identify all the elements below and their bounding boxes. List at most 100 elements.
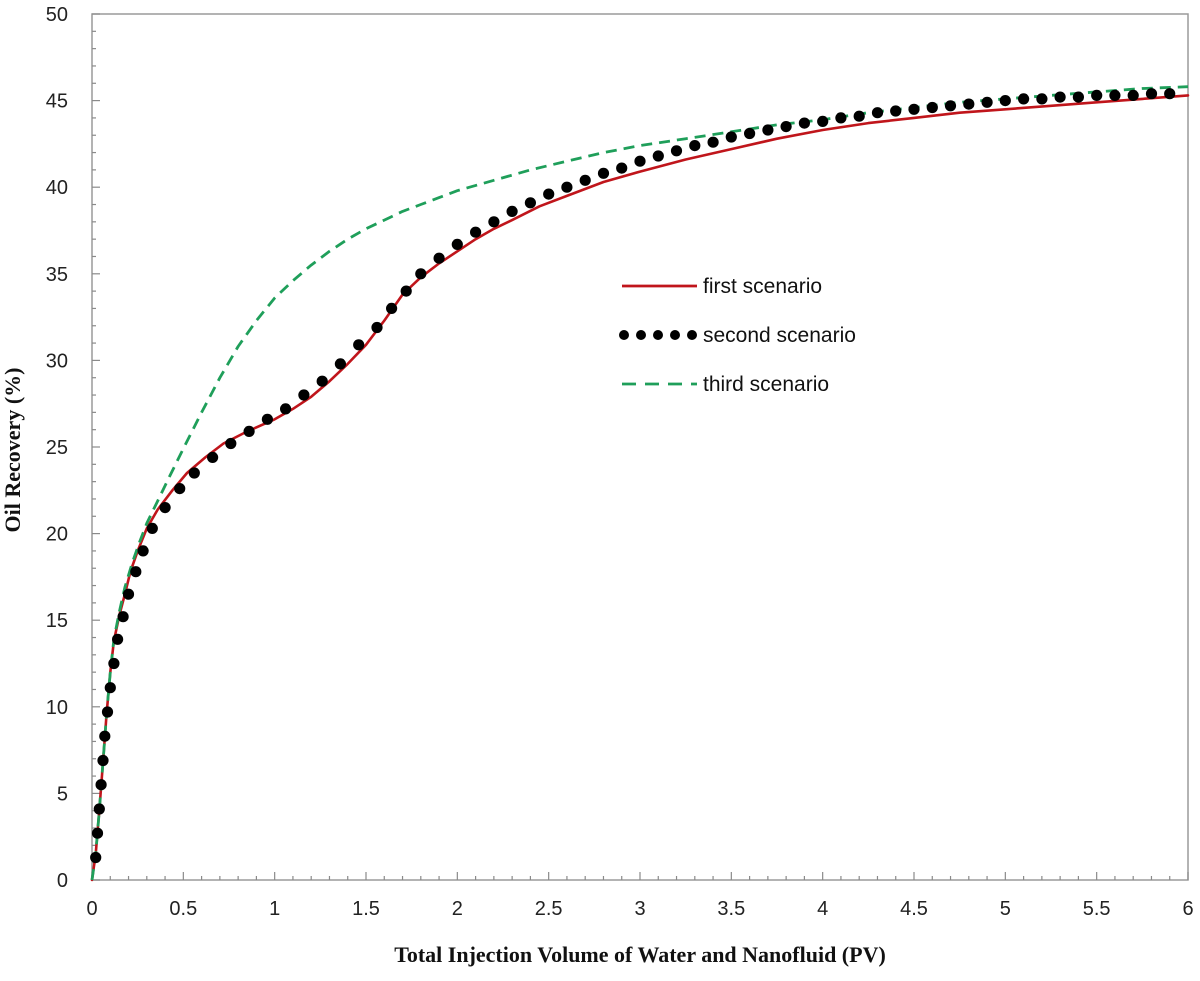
legend-label: second scenario bbox=[703, 324, 856, 347]
y-tick-label: 5 bbox=[57, 783, 68, 805]
second-scenario-point bbox=[95, 779, 107, 791]
series-layer bbox=[90, 85, 1190, 882]
x-tick-label: 3 bbox=[634, 898, 645, 920]
y-tick-label: 10 bbox=[46, 697, 68, 719]
y-tick-label: 45 bbox=[46, 91, 68, 113]
second-scenario-point bbox=[93, 803, 105, 815]
legend-label: first scenario bbox=[703, 275, 822, 298]
second-scenario-point bbox=[470, 226, 482, 238]
second-scenario-point bbox=[159, 502, 171, 514]
tick-marks bbox=[91, 13, 1189, 881]
second-scenario-point bbox=[104, 682, 116, 694]
second-scenario-point bbox=[298, 389, 310, 401]
second-scenario-point bbox=[488, 216, 500, 228]
second-scenario-point bbox=[451, 238, 463, 250]
second-scenario-point bbox=[243, 425, 255, 437]
second-scenario-point bbox=[174, 483, 186, 495]
x-tick-label: 0 bbox=[86, 898, 97, 920]
second-scenario-point bbox=[108, 657, 120, 670]
second-scenario-point bbox=[579, 174, 591, 186]
x-axis-title: Total Injection Volume of Water and Nano… bbox=[394, 942, 886, 967]
second-scenario-point bbox=[670, 145, 683, 157]
y-tick-label: 25 bbox=[46, 437, 68, 459]
second-scenario-point bbox=[744, 127, 756, 140]
legend-swatch-dot bbox=[687, 330, 697, 340]
x-tick-label: 4.5 bbox=[900, 898, 928, 920]
second-scenario-point bbox=[112, 633, 124, 645]
y-tick-label: 35 bbox=[46, 264, 68, 286]
second-scenario-point bbox=[122, 588, 135, 600]
second-scenario-point bbox=[1145, 88, 1158, 100]
x-tick-labels: 0 0.5 1 1.5 2 2.5 3 3.5 4 4.5 5 5.5 6 bbox=[86, 898, 1193, 920]
second-scenario-point bbox=[725, 131, 737, 143]
legend-swatch-dot bbox=[653, 330, 663, 340]
legend-label: third scenario bbox=[703, 373, 829, 396]
second-scenario-point bbox=[999, 95, 1011, 107]
second-scenario-point bbox=[353, 339, 365, 351]
second-scenario-point bbox=[616, 162, 628, 174]
second-scenario-point bbox=[597, 167, 610, 179]
second-scenario-point bbox=[908, 103, 920, 115]
second-scenario-point bbox=[871, 107, 884, 119]
legend: first scenario second scenario third scena… bbox=[619, 275, 856, 396]
second-scenario-point bbox=[762, 124, 774, 136]
second-scenario-point bbox=[188, 467, 200, 479]
x-tick-label: 1 bbox=[269, 898, 280, 920]
x-tick-label: 5 bbox=[1000, 898, 1011, 920]
second-scenario-point bbox=[99, 730, 111, 742]
second-scenario-point bbox=[137, 545, 149, 557]
second-scenario-point bbox=[543, 188, 555, 200]
second-scenario-point bbox=[890, 105, 902, 117]
second-scenario-point bbox=[798, 117, 811, 129]
second-scenario-point bbox=[117, 611, 129, 623]
second-scenario-point bbox=[926, 101, 938, 114]
x-tick-label: 2 bbox=[452, 898, 463, 920]
second-scenario-point bbox=[371, 321, 383, 334]
second-scenario-point bbox=[415, 268, 427, 280]
y-tick-label: 0 bbox=[57, 870, 68, 892]
second-scenario-point bbox=[561, 181, 573, 193]
second-scenario-point bbox=[386, 302, 398, 314]
second-scenario-point bbox=[1072, 91, 1084, 103]
second-scenario-point bbox=[90, 851, 102, 864]
second-scenario-point bbox=[261, 413, 273, 425]
second-scenario-point bbox=[146, 522, 158, 535]
x-tick-label: 6 bbox=[1182, 898, 1193, 920]
y-tick-label: 20 bbox=[46, 524, 68, 546]
x-tick-label: 3.5 bbox=[717, 898, 745, 920]
second-scenario-point bbox=[780, 121, 792, 133]
second-scenario-point bbox=[634, 155, 646, 167]
y-tick-label: 15 bbox=[46, 610, 68, 632]
second-scenario-point bbox=[1109, 89, 1121, 101]
second-scenario-point bbox=[1018, 93, 1030, 105]
second-scenario-point bbox=[1127, 89, 1139, 101]
y-axis-title: Oil Recovery (%) bbox=[0, 368, 25, 533]
second-scenario-point bbox=[506, 205, 518, 217]
x-tick-label: 5.5 bbox=[1083, 898, 1111, 920]
second-scenario-point bbox=[817, 115, 829, 127]
second-scenario-point bbox=[316, 375, 328, 387]
second-scenario-point bbox=[334, 358, 346, 370]
second-scenario-point bbox=[652, 150, 664, 162]
legend-swatch-dot bbox=[670, 330, 680, 340]
second-scenario-point bbox=[1054, 91, 1066, 103]
second-scenario-point bbox=[835, 112, 847, 124]
second-scenario-point bbox=[1091, 89, 1103, 101]
second-scenario-point bbox=[101, 706, 114, 718]
second-scenario-point bbox=[91, 827, 104, 839]
second-scenario-point bbox=[853, 110, 865, 122]
second-scenario-point bbox=[524, 197, 537, 209]
legend-swatch-dot bbox=[619, 330, 629, 340]
x-tick-label: 4 bbox=[817, 898, 828, 920]
x-tick-label: 1.5 bbox=[352, 898, 380, 920]
x-tick-label: 2.5 bbox=[535, 898, 563, 920]
second-scenario-point bbox=[707, 136, 719, 148]
second-scenario-point bbox=[130, 566, 142, 578]
second-scenario-point bbox=[207, 451, 219, 463]
second-scenario-point bbox=[225, 437, 237, 450]
y-tick-label: 30 bbox=[46, 350, 68, 372]
y-tick-label: 40 bbox=[46, 177, 68, 199]
second-scenario-point bbox=[981, 96, 993, 108]
y-tick-labels: 0 5 10 15 20 25 30 35 40 45 50 bbox=[46, 4, 68, 892]
